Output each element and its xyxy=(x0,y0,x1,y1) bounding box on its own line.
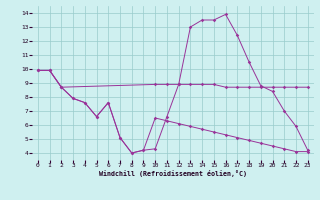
X-axis label: Windchill (Refroidissement éolien,°C): Windchill (Refroidissement éolien,°C) xyxy=(99,170,247,177)
